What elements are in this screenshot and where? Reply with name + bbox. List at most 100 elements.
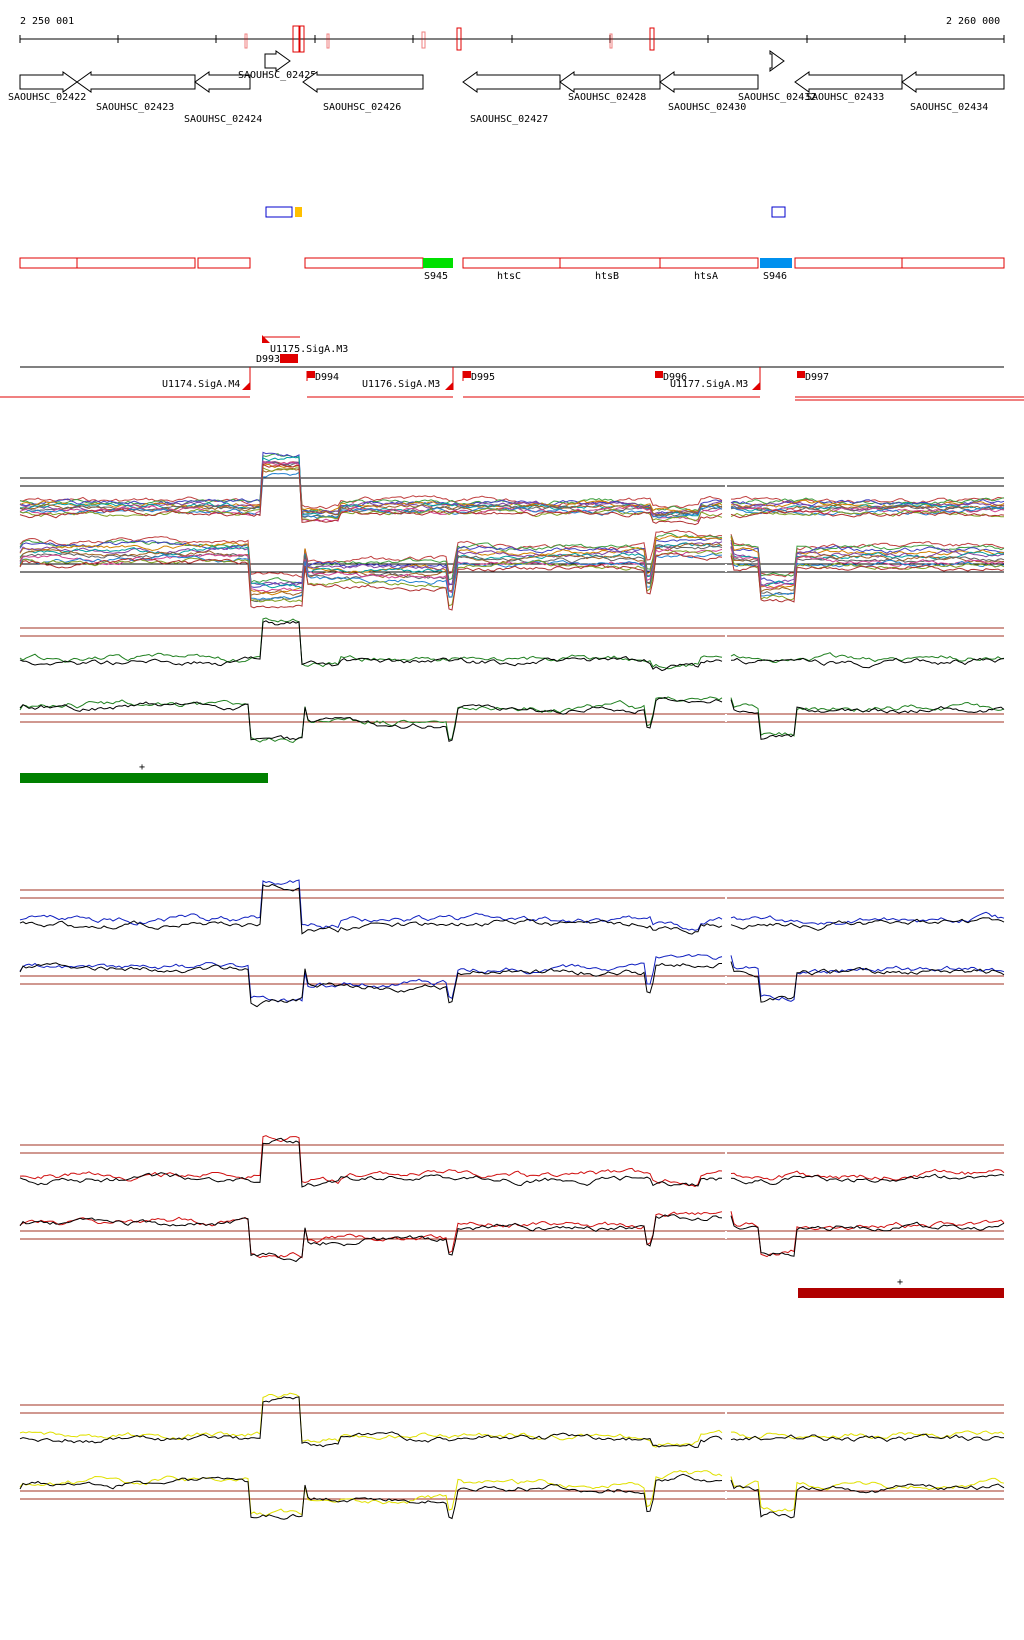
promoter-box bbox=[771, 206, 786, 218]
profile-line-upper bbox=[19, 460, 1005, 516]
profile-line-upper bbox=[19, 1137, 1005, 1188]
tu-arrow bbox=[242, 382, 250, 390]
d994-label: D994 bbox=[315, 372, 339, 383]
profile-line-lower bbox=[19, 548, 1005, 594]
gene-arrow[interactable] bbox=[769, 50, 785, 72]
gene-arrow[interactable] bbox=[659, 71, 759, 93]
gene-arrow[interactable] bbox=[901, 71, 1005, 93]
operon-track: S945 htsC htsB htsA S946 bbox=[19, 257, 1005, 282]
ruler-features bbox=[244, 25, 655, 53]
gene-label: SAOUHSC_02433 bbox=[806, 92, 884, 103]
operon-box[interactable] bbox=[901, 257, 1005, 269]
ruler-feature-mark bbox=[299, 25, 305, 53]
operon-box[interactable] bbox=[76, 257, 196, 269]
promoter-marker bbox=[295, 207, 302, 217]
end-coordinate: 2 260 000 bbox=[946, 16, 1000, 27]
gene-arrow[interactable] bbox=[194, 71, 251, 93]
profile-line-lower bbox=[19, 961, 1005, 1008]
d997-label: D997 bbox=[805, 372, 829, 383]
gene-label: SAOUHSC_02428 bbox=[568, 92, 646, 103]
profile-line-lower bbox=[19, 1214, 1005, 1263]
expression-panel bbox=[19, 879, 1005, 1008]
profile-line-lower bbox=[19, 696, 1005, 742]
d995-label: D995 bbox=[471, 372, 495, 383]
profile-line-lower bbox=[19, 1470, 1005, 1517]
gene-arrow[interactable] bbox=[264, 50, 291, 72]
tu-arrow bbox=[262, 335, 270, 343]
htsC-label: htsC bbox=[497, 271, 521, 282]
operon-box[interactable] bbox=[559, 257, 661, 269]
gene-label: SAOUHSC_02434 bbox=[910, 102, 988, 113]
tu-marker bbox=[280, 354, 298, 363]
gene-label: SAOUHSC_02423 bbox=[96, 102, 174, 113]
red-condition-bar bbox=[798, 1288, 1004, 1298]
profile-line-upper bbox=[19, 1135, 1005, 1188]
tu-arrow bbox=[445, 382, 453, 390]
profile-line-upper bbox=[19, 460, 1005, 523]
u1176-label: U1176.SigA.M3 bbox=[362, 379, 440, 390]
htsB-label: htsB bbox=[595, 271, 619, 282]
profile-line-lower bbox=[19, 1211, 1005, 1259]
gene-label: SAOUHSC_02432 bbox=[738, 92, 816, 103]
gene-arrow[interactable] bbox=[302, 71, 424, 93]
ruler-feature-mark bbox=[609, 33, 613, 49]
tu-marker bbox=[797, 371, 805, 378]
profile-line-upper bbox=[19, 883, 1005, 935]
expression-profiles bbox=[19, 451, 1005, 1520]
gene-label: SAOUHSC_02425 bbox=[238, 70, 316, 81]
ruler-feature-mark bbox=[649, 27, 655, 51]
profile-line-upper bbox=[19, 467, 1005, 522]
s946-box[interactable] bbox=[760, 258, 792, 268]
coordinate-ruler: 2 250 001 2 260 000 bbox=[19, 16, 1005, 53]
ruler-feature-mark bbox=[456, 27, 462, 51]
gene-arrow[interactable] bbox=[462, 71, 561, 93]
ruler-feature-mark bbox=[326, 33, 330, 49]
expression-panel bbox=[19, 1392, 1005, 1520]
green-condition-bar bbox=[20, 773, 268, 783]
expression-panel bbox=[19, 1135, 1005, 1263]
u1177-label: U1177.SigA.M3 bbox=[670, 379, 748, 390]
profile-line-lower bbox=[19, 953, 1005, 1003]
operon-box[interactable] bbox=[197, 257, 251, 269]
expression-panel bbox=[19, 617, 1005, 744]
operon-box[interactable] bbox=[304, 257, 424, 269]
red-bar-strand: + bbox=[897, 1277, 903, 1288]
expression-panel bbox=[19, 451, 1005, 611]
condition-bars: ++ bbox=[20, 762, 1004, 1298]
u1175-label: U1175.SigA.M3 bbox=[270, 344, 348, 355]
profile-line-upper bbox=[19, 463, 1005, 513]
s946-label: S946 bbox=[763, 271, 787, 282]
s945-box[interactable] bbox=[423, 258, 453, 268]
d996-label: D996 bbox=[663, 372, 687, 383]
promoter-track bbox=[265, 206, 786, 218]
operon-box[interactable] bbox=[794, 257, 903, 269]
profile-line-lower bbox=[19, 542, 1005, 596]
start-coordinate: 2 250 001 bbox=[20, 16, 74, 27]
gene-label: SAOUHSC_02430 bbox=[668, 102, 746, 113]
profile-line-lower bbox=[19, 696, 1005, 744]
promoter-box bbox=[265, 206, 293, 218]
profile-line-lower bbox=[19, 537, 1005, 588]
s945-label: S945 bbox=[424, 271, 448, 282]
gene-arrow[interactable] bbox=[559, 71, 661, 93]
ruler-feature-mark bbox=[292, 25, 300, 53]
gene-track: SAOUHSC_02422 SAOUHSC_02423 SAOUHSC_02424 S… bbox=[8, 50, 1005, 125]
profile-line-upper bbox=[19, 1396, 1005, 1449]
gene-arrow[interactable] bbox=[19, 71, 78, 93]
tu-marker bbox=[463, 371, 471, 378]
operon-box[interactable] bbox=[19, 257, 78, 269]
profile-line-lower bbox=[19, 552, 1005, 611]
operon-box[interactable] bbox=[462, 257, 561, 269]
gene-label: SAOUHSC_02422 bbox=[8, 92, 86, 103]
gene-arrow[interactable] bbox=[76, 71, 196, 93]
profile-line-upper bbox=[19, 620, 1005, 672]
profile-line-upper bbox=[19, 463, 1005, 526]
profile-line-lower bbox=[19, 541, 1005, 586]
profile-line-lower bbox=[19, 532, 1005, 585]
gene-label: SAOUHSC_02426 bbox=[323, 102, 401, 113]
operon-box[interactable] bbox=[659, 257, 759, 269]
gene-arrow[interactable] bbox=[794, 71, 903, 93]
d993-label: D993 bbox=[256, 354, 280, 365]
